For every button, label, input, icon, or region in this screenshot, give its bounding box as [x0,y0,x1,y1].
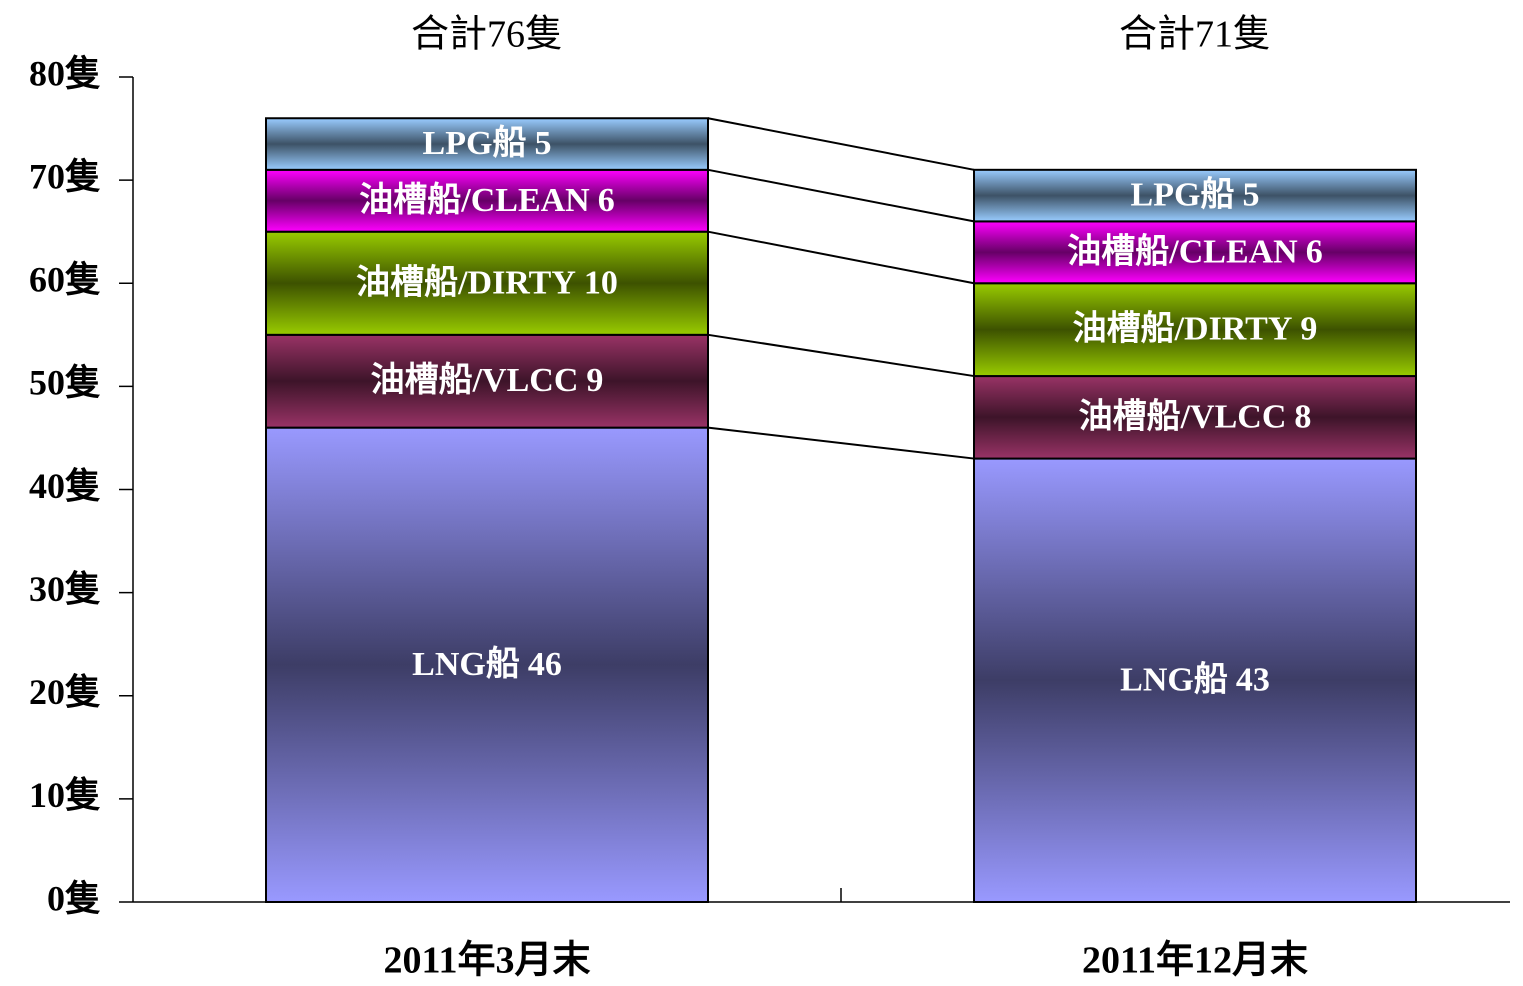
series-name: 油槽船/DIRTY [1073,309,1293,347]
series-name: 油槽船/VLCC [371,361,579,399]
connector-line [707,117,975,171]
value: 9 [586,362,603,399]
series-name: 油槽船/CLEAN [359,181,590,219]
y-tick-label: 0隻 [47,878,101,918]
value: 6 [1306,233,1323,270]
data-label: 油槽船/CLEAN 6 [359,181,614,219]
y-tick-label: 10隻 [29,775,101,815]
series-name: 油槽船/VLCC [1079,397,1287,435]
data-label: 油槽船/DIRTY 9 [1073,309,1318,347]
series-name: LPG船 [423,124,527,162]
data-label: LNG船 46 [412,645,562,683]
data-label: 油槽船/CLEAN 6 [1067,232,1322,270]
series-name: 油槽船/CLEAN [1067,232,1298,270]
x-tick-label: 2011年12月末 [1082,940,1308,982]
x-tick-label: 2011年3月末 [384,940,591,982]
series-name: 油槽船/DIRTY [356,263,576,301]
data-label: LPG船 5 [423,124,552,162]
y-tick-label: 20隻 [29,672,101,712]
total-annotation: 合計71隻 [1119,14,1271,56]
value: 8 [1294,398,1311,435]
data-label: LNG船 43 [1120,660,1270,698]
series-name: LNG船 [412,645,520,683]
bar-segment [973,375,1417,460]
value: 46 [528,646,562,683]
y-tick-label: 30隻 [29,569,101,609]
value: 10 [584,264,618,301]
total-annotation: 合計76隻 [411,14,563,56]
bar-segment [973,457,1417,903]
series-name: LNG船 [1120,660,1228,698]
y-tick-label: 70隻 [29,156,101,196]
data-label: 油槽船/VLCC 8 [1079,397,1312,435]
value: 6 [598,182,615,219]
value: 5 [1242,176,1259,213]
value: 5 [534,125,551,162]
value: 9 [1300,310,1317,347]
connector-line [707,333,975,378]
y-tick-label: 40隻 [29,466,101,506]
connector-line [707,230,975,285]
bar-segment [265,117,709,171]
bar-segment [973,282,1417,378]
bar-segment [973,220,1417,285]
y-tick-label: 60隻 [29,260,101,300]
bar-segment [265,168,709,233]
y-tick-label: 50隻 [29,363,101,403]
series-name: LPG船 [1131,175,1235,213]
y-tick-label: 80隻 [29,53,101,93]
data-label: LPG船 5 [1131,175,1260,213]
bar-segment [973,168,1417,223]
value: 43 [1236,661,1270,698]
connector-line [707,168,975,223]
data-label: 油槽船/DIRTY 10 [356,263,618,301]
connector-line [707,426,975,460]
data-label: 油槽船/VLCC 9 [371,361,604,399]
bar-segment [265,426,709,903]
